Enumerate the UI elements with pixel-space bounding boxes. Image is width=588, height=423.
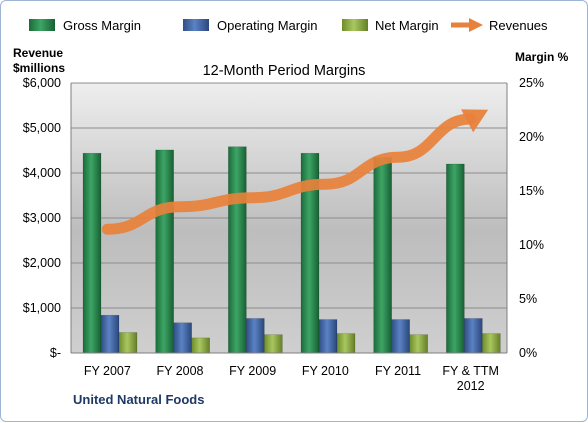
left-tick-label: $2,000 [23,256,61,270]
category-label: FY 2008 [156,364,203,378]
category-label: 2012 [457,379,485,393]
legend-label-operating-margin: Operating Margin [217,18,317,33]
right-axis-title: Margin % [515,50,569,64]
bar-gross-margin [446,163,465,354]
bar-gross-margin [155,149,174,354]
bar-net-margin [482,333,501,354]
left-axis-ticks: $- $1,000 $2,000 $3,000 $4,000 $5,000 $6,000 [23,76,61,360]
left-tick-label: $3,000 [23,211,61,225]
bar-gross-margin [373,157,392,354]
right-axis-ticks: 0% 5% 10% 15% 20% 25% [519,76,544,360]
bar-operating-margin [391,319,410,354]
revenue-line [101,109,489,235]
bar-operating-margin [464,318,483,354]
left-tick-label: $4,000 [23,166,61,180]
bar-net-margin [191,337,210,354]
revenue-arrowhead [461,109,489,133]
left-tick-label: $- [50,346,61,360]
left-axis-title-line1: Revenue [13,46,63,60]
left-tick-label: $1,000 [23,301,61,315]
right-tick-label: 15% [519,184,544,198]
chart-title: 12-Month Period Margins [203,63,366,79]
bar-operating-margin [318,319,338,354]
category-label: FY 2010 [302,364,349,378]
legend: Gross Margin Operating Margin Net Margin… [29,18,548,33]
right-tick-label: 5% [519,292,537,306]
bar-gross-margin [228,146,247,354]
bar-net-margin [118,332,138,354]
category-label: FY 2009 [229,364,276,378]
left-tick-label: $6,000 [23,76,61,90]
bar-net-margin [264,334,283,354]
revenue-line-path [101,113,477,235]
category-label: FY 2007 [84,364,131,378]
right-tick-label: 25% [519,76,544,90]
bar-operating-margin [173,322,192,354]
left-axis-title-line2: $millions [13,61,65,75]
right-tick-label: 20% [519,130,544,144]
legend-swatch-net-margin [342,19,368,31]
legend-swatch-operating-margin [183,19,209,31]
legend-swatch-gross-margin [29,19,55,31]
category-labels: FY 2007 FY 2008 FY 2009 FY 2010 FY 2011 FY & … [84,364,499,393]
right-tick-label: 0% [519,346,537,360]
bar-operating-margin [246,318,265,354]
legend-label-net-margin: Net Margin [375,18,439,33]
bar-net-margin [336,333,356,354]
right-tick-label: 10% [519,238,544,252]
legend-swatch-revenues [451,18,483,32]
left-tick-label: $5,000 [23,121,61,135]
category-label: FY 2011 [375,364,421,378]
legend-label-revenues: Revenues [489,18,548,33]
bar-operating-margin [100,314,120,354]
bar-net-margin [409,334,428,354]
bar-gross-margin [82,152,102,354]
company-name: United Natural Foods [73,392,204,407]
legend-label-gross-margin: Gross Margin [63,18,141,33]
category-label: FY & TTM [442,364,499,378]
